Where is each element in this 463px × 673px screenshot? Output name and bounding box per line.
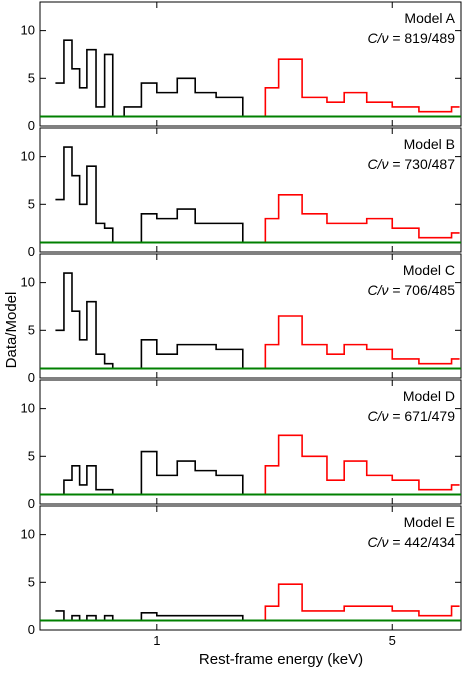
- stat-symbol: C/ν: [367, 282, 388, 298]
- y-tick-label: 10: [21, 275, 35, 290]
- y-tick-label: 5: [28, 574, 35, 589]
- data-series-1: [55, 39, 251, 118]
- stat-symbol: C/ν: [367, 534, 388, 550]
- stat-value: = 442/434: [388, 534, 455, 550]
- stat-value: = 671/479: [388, 408, 455, 424]
- y-tick-label: 10: [21, 401, 35, 416]
- data-series-2: [250, 434, 460, 496]
- panel-label: Model E: [404, 514, 455, 530]
- y-tick-label: 0: [28, 244, 35, 259]
- panel-label: Model A: [404, 10, 455, 26]
- data-series-1: [55, 272, 251, 370]
- panel-label: Model D: [403, 388, 455, 404]
- stat-symbol: C/ν: [367, 156, 388, 172]
- stat-label: C/ν = 442/434: [367, 534, 455, 550]
- panel-frame: [39, 253, 462, 379]
- panel-frame: [39, 1, 462, 127]
- data-series-2: [250, 583, 460, 622]
- panel-3: 0 5 10 Model C C/ν = 706/485: [21, 253, 462, 385]
- stat-symbol: C/ν: [367, 408, 388, 424]
- panel-label: Model B: [404, 136, 455, 152]
- x-tick-label: 1: [153, 633, 160, 648]
- panel-1: 0 5 10 Model A C/ν = 819/489: [21, 1, 462, 133]
- x-tick-label: 5: [389, 633, 396, 648]
- panel-label: Model C: [403, 262, 455, 278]
- stat-label: C/ν = 819/489: [367, 30, 455, 46]
- y-tick-label: 0: [28, 622, 35, 637]
- y-tick-label: 0: [28, 370, 35, 385]
- stat-value: = 730/487: [388, 156, 455, 172]
- stat-value: = 706/485: [388, 282, 455, 298]
- y-tick-label: 0: [28, 496, 35, 511]
- panel-frame: [39, 379, 462, 505]
- panel-frame: [39, 505, 462, 631]
- y-tick-label: 10: [21, 23, 35, 38]
- data-series-2: [250, 58, 460, 118]
- y-tick-label: 5: [28, 448, 35, 463]
- stat-label: C/ν = 671/479: [367, 408, 455, 424]
- y-tick-label: 10: [21, 149, 35, 164]
- panel-4: 0 5 10 Model D C/ν = 671/479: [21, 379, 462, 511]
- stat-label: C/ν = 706/485: [367, 282, 455, 298]
- y-tick-label: 10: [21, 527, 35, 542]
- y-tick-label: 5: [28, 196, 35, 211]
- y-tick-label: 5: [28, 70, 35, 85]
- data-series-1: [55, 450, 251, 496]
- stat-value: = 819/489: [388, 30, 455, 46]
- data-series-2: [250, 193, 460, 244]
- panel-frame: [39, 127, 462, 253]
- y-tick-label: 0: [28, 118, 35, 133]
- x-axis-title: Rest-frame energy (keV): [199, 651, 363, 668]
- data-series-1: [55, 610, 251, 622]
- y-tick-label: 5: [28, 322, 35, 337]
- panel-2: 0 5 10 Model B C/ν = 730/487: [21, 127, 462, 259]
- stat-label: C/ν = 730/487: [367, 156, 455, 172]
- data-series-2: [250, 315, 460, 370]
- y-axis-title: Data/Model: [3, 292, 20, 369]
- stat-symbol: C/ν: [367, 30, 388, 46]
- data-series-1: [55, 146, 251, 244]
